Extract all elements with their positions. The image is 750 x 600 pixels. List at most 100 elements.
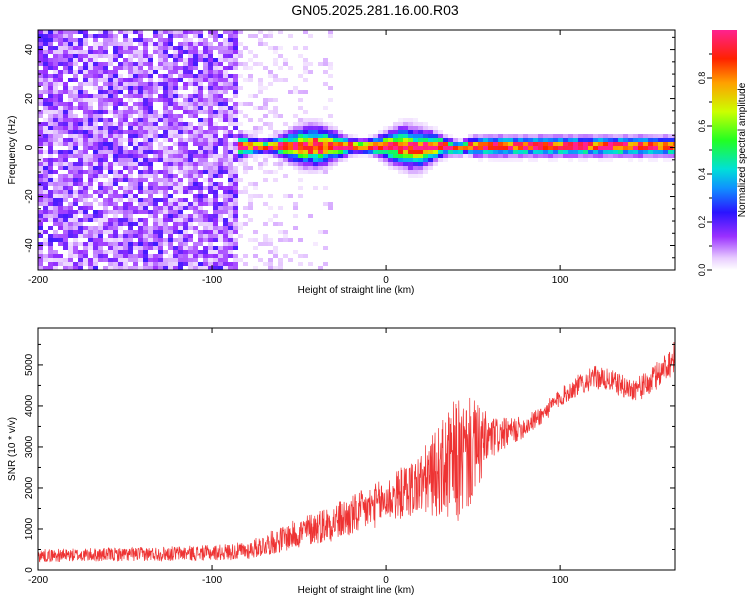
spectrogram-cell xyxy=(178,242,183,246)
spectrogram-cell xyxy=(183,186,188,190)
spectrogram-cell xyxy=(98,54,103,58)
spectrogram-cell xyxy=(48,114,53,118)
spectrogram-cell xyxy=(148,78,153,82)
spectrogram-cell xyxy=(323,166,328,170)
spectrogram-cell xyxy=(183,58,188,62)
spectrogram-cell xyxy=(183,94,188,98)
spectrogram-cell xyxy=(168,194,173,198)
spectrogram-cell xyxy=(213,230,218,234)
spectrogram-cell xyxy=(173,246,178,250)
spectrogram-cell xyxy=(133,230,138,234)
spectrogram-cell xyxy=(103,142,108,146)
spectrogram-cell xyxy=(233,258,238,262)
spectrogram-cell xyxy=(103,50,108,54)
spectrogram-cell xyxy=(138,38,143,42)
spectrogram-cell xyxy=(63,198,68,202)
spectrogram-cell xyxy=(198,50,203,54)
spectrogram-cell xyxy=(623,138,628,142)
spectrogram-cell xyxy=(223,66,228,70)
spectrogram-cell xyxy=(48,118,53,122)
spectrogram-cell xyxy=(263,122,268,126)
spectrogram-cell xyxy=(58,122,63,126)
spectrogram-cell xyxy=(223,246,228,250)
spectrogram-cell xyxy=(128,154,133,158)
spectrogram-cell xyxy=(163,218,168,222)
spectrogram-cell xyxy=(223,98,228,102)
spectrogram-cell xyxy=(213,74,218,78)
spectrogram-cell xyxy=(623,142,628,146)
spectrogram-cell xyxy=(158,146,163,150)
spectrogram-cell xyxy=(403,150,408,154)
spectrogram-cell xyxy=(68,118,73,122)
spectrogram-cell xyxy=(38,162,43,166)
spectrogram-cell xyxy=(263,158,268,162)
spectrogram-cell xyxy=(353,150,358,154)
spectrogram-cell xyxy=(293,126,298,130)
spectrogram-cell xyxy=(148,86,153,90)
spectrogram-cell xyxy=(408,126,413,130)
spectrogram-cell xyxy=(408,130,413,134)
spectrogram-cell xyxy=(138,174,143,178)
spectrogram-cell xyxy=(88,78,93,82)
spectrogram-cell xyxy=(163,118,168,122)
spectrogram-cell xyxy=(543,150,548,154)
spectrogram-cell xyxy=(178,202,183,206)
spectrogram-cell xyxy=(173,262,178,266)
spectrogram-cell xyxy=(198,98,203,102)
spectrogram-cell xyxy=(168,118,173,122)
spectrogram-cell xyxy=(213,154,218,158)
spectrogram-cell xyxy=(163,250,168,254)
spectrogram-cell xyxy=(118,62,123,66)
spectrogram-cell xyxy=(78,66,83,70)
spectrogram-cell xyxy=(578,150,583,154)
spectrogram-cell xyxy=(243,66,248,70)
spectrogram-cell xyxy=(418,170,423,174)
spectrogram-cell xyxy=(43,130,48,134)
spectrogram-cell xyxy=(118,66,123,70)
spectrogram-cell xyxy=(218,186,223,190)
spectrogram-cell xyxy=(198,58,203,62)
spectrogram-cell xyxy=(443,154,448,158)
spectrogram-cell xyxy=(303,58,308,62)
spectrogram-cell xyxy=(188,30,193,34)
spectrogram-cell xyxy=(138,34,143,38)
spectrogram-cell xyxy=(233,214,238,218)
spectrogram-cell xyxy=(433,138,438,142)
spectrogram-cell xyxy=(103,206,108,210)
spectrogram-cell xyxy=(88,230,93,234)
spectrogram-cell xyxy=(298,150,303,154)
spectrogram-cell xyxy=(203,230,208,234)
spectrogram-cell xyxy=(83,226,88,230)
spectrogram-cell xyxy=(298,238,303,242)
spectrogram-cell xyxy=(163,106,168,110)
spectrogram-cell xyxy=(53,122,58,126)
spectrogram-cell xyxy=(233,170,238,174)
spectrogram-cell xyxy=(188,174,193,178)
spectrogram-cell xyxy=(288,138,293,142)
spectrogram-cell xyxy=(333,130,338,134)
spectrogram-cell xyxy=(153,178,158,182)
spectrogram-cell xyxy=(223,106,228,110)
spectrogram-cell xyxy=(293,122,298,126)
spectrogram-cell xyxy=(253,182,258,186)
spectrogram-cell xyxy=(273,110,278,114)
spectrogram-cell xyxy=(228,238,233,242)
spectrogram-cell xyxy=(158,78,163,82)
spectrogram-cell xyxy=(223,206,228,210)
spectrogram-cell xyxy=(118,50,123,54)
spectrogram-cell xyxy=(553,150,558,154)
spectrogram-cell xyxy=(363,142,368,146)
spectrogram-cell xyxy=(83,142,88,146)
spectrogram-cell xyxy=(118,146,123,150)
spectrogram-cell xyxy=(38,142,43,146)
spectrogram-cell xyxy=(488,146,493,150)
spectrogram-cell xyxy=(233,230,238,234)
spectrogram-cell xyxy=(38,58,43,62)
spectrogram-cell xyxy=(143,234,148,238)
spectrogram-cell xyxy=(98,50,103,54)
spectrogram-cell xyxy=(73,146,78,150)
spectrogram-cell xyxy=(113,178,118,182)
spectrogram-cell xyxy=(178,226,183,230)
spectrogram-cell xyxy=(43,46,48,50)
spectrogram-cell xyxy=(223,54,228,58)
